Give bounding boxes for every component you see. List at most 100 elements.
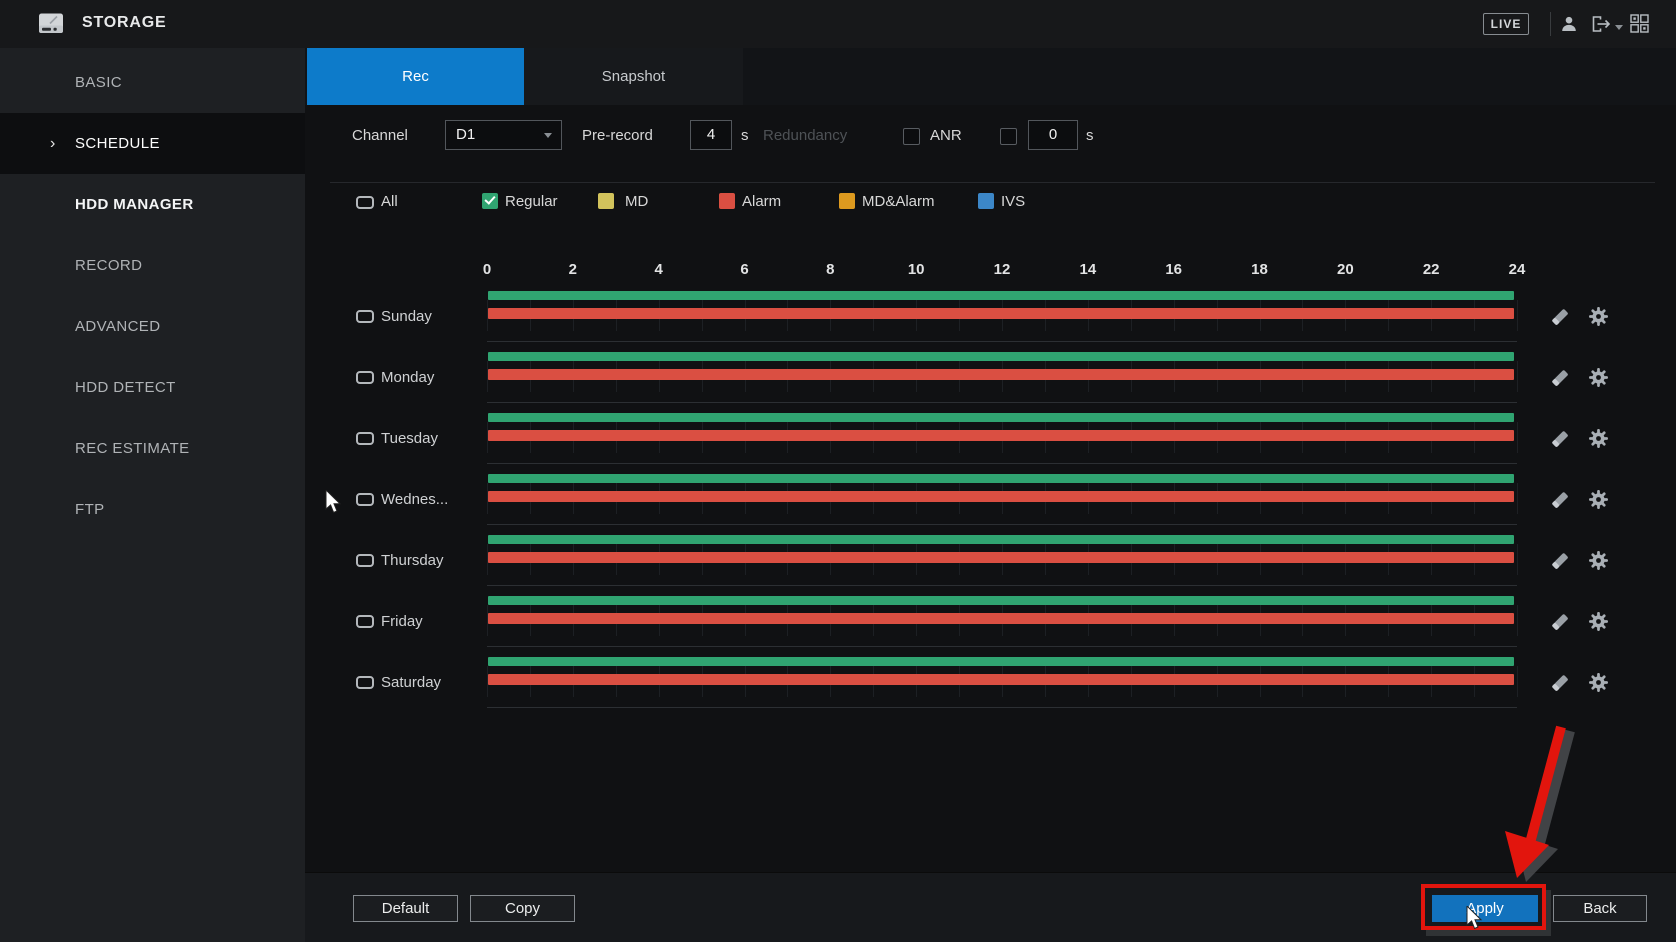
anr-label: ANR — [930, 127, 962, 144]
view-layout-icon[interactable] — [1630, 14, 1649, 38]
day-checkbox-thursday[interactable] — [356, 554, 374, 567]
axis-tick-label: 10 — [898, 261, 934, 278]
sidebar-item-label: RECORD — [75, 257, 142, 274]
row-baseline — [487, 402, 1517, 403]
channel-label: Channel — [352, 127, 408, 144]
anr-time-input[interactable]: 0 — [1028, 120, 1078, 150]
day-label: Monday — [381, 369, 434, 386]
axis-tick-label: 12 — [984, 261, 1020, 278]
sidebar-item-hdd-manager[interactable]: HDD MANAGER — [0, 174, 305, 235]
day-checkbox-friday[interactable] — [356, 615, 374, 628]
day-timeline[interactable] — [487, 594, 1517, 655]
schedule-bar-alarm[interactable] — [488, 369, 1514, 380]
prerecord-input[interactable]: 4 — [690, 120, 732, 150]
legend-swatch-ivs[interactable] — [978, 193, 994, 209]
schedule-bar-alarm[interactable] — [488, 308, 1514, 319]
gear-icon[interactable] — [1588, 611, 1609, 637]
day-checkbox-monday[interactable] — [356, 371, 374, 384]
logout-caret-icon[interactable] — [1615, 25, 1623, 30]
schedule-bar-alarm[interactable] — [488, 552, 1514, 563]
day-checkbox-saturday[interactable] — [356, 676, 374, 689]
sidebar-item-basic[interactable]: BASIC — [0, 52, 305, 113]
gear-icon[interactable] — [1588, 367, 1609, 393]
hdd-icon — [36, 10, 66, 42]
edit-pencil-icon[interactable] — [1548, 610, 1572, 639]
edit-pencil-icon[interactable] — [1548, 549, 1572, 578]
sidebar-item-label: BASIC — [75, 74, 122, 91]
day-timeline[interactable] — [487, 289, 1517, 350]
schedule-bar-regular[interactable] — [488, 413, 1514, 422]
gear-icon[interactable] — [1588, 489, 1609, 515]
redundancy-checkbox[interactable] — [903, 128, 920, 145]
axis-tick-label: 8 — [812, 261, 848, 278]
edit-pencil-icon[interactable] — [1548, 427, 1572, 456]
topbar: STORAGE LIVE — [0, 0, 1676, 49]
check-icon — [484, 193, 495, 204]
page-title: STORAGE — [82, 14, 166, 32]
chevron-down-icon — [544, 133, 552, 138]
day-timeline[interactable] — [487, 655, 1517, 716]
channel-select-value: D1 — [456, 126, 475, 143]
default-button[interactable]: Default — [353, 895, 458, 922]
schedule-bar-regular[interactable] — [488, 474, 1514, 483]
back-button[interactable]: Back — [1553, 895, 1647, 922]
schedule-bar-alarm[interactable] — [488, 430, 1514, 441]
schedule-bar-regular[interactable] — [488, 291, 1514, 300]
day-checkbox-wednes-[interactable] — [356, 493, 374, 506]
copy-button[interactable]: Copy — [470, 895, 575, 922]
axis-tick-label: 24 — [1499, 261, 1535, 278]
legend-label: MD — [625, 193, 648, 210]
schedule-bar-alarm[interactable] — [488, 674, 1514, 685]
edit-pencil-icon[interactable] — [1548, 305, 1572, 334]
sidebar-item-schedule[interactable]: ›SCHEDULE — [0, 113, 305, 174]
day-checkbox-tuesday[interactable] — [356, 432, 374, 445]
user-icon[interactable] — [1560, 15, 1578, 38]
legend-swatch-md-alarm[interactable] — [839, 193, 855, 209]
anr-checkbox[interactable] — [1000, 128, 1017, 145]
schedule-bar-regular[interactable] — [488, 352, 1514, 361]
legend-label: Regular — [505, 193, 558, 210]
gear-icon[interactable] — [1588, 428, 1609, 454]
row-baseline — [487, 585, 1517, 586]
row-baseline — [487, 463, 1517, 464]
gear-icon[interactable] — [1588, 306, 1609, 332]
gear-icon[interactable] — [1588, 550, 1609, 576]
row-baseline — [487, 646, 1517, 647]
axis-tick-label: 22 — [1413, 261, 1449, 278]
schedule-bar-alarm[interactable] — [488, 613, 1514, 624]
schedule-day-row: Monday — [0, 350, 1676, 411]
edit-pencil-icon[interactable] — [1548, 488, 1572, 517]
axis-tick-label: 2 — [555, 261, 591, 278]
schedule-bar-regular[interactable] — [488, 596, 1514, 605]
day-timeline[interactable] — [487, 350, 1517, 411]
schedule-bar-alarm[interactable] — [488, 491, 1514, 502]
edit-pencil-icon[interactable] — [1548, 366, 1572, 395]
day-timeline[interactable] — [487, 533, 1517, 594]
schedule-day-row: Sunday — [0, 289, 1676, 350]
schedule-bar-regular[interactable] — [488, 657, 1514, 666]
red-arrow-annotation — [1440, 700, 1640, 900]
schedule-bar-regular[interactable] — [488, 535, 1514, 544]
axis-tick-label: 4 — [641, 261, 677, 278]
legend-swatch-regular[interactable] — [482, 193, 498, 209]
legend-swatch-alarm[interactable] — [719, 193, 735, 209]
tab-snapshot[interactable]: Snapshot — [524, 48, 743, 105]
day-checkbox-sunday[interactable] — [356, 310, 374, 323]
day-label: Sunday — [381, 308, 432, 325]
edit-pencil-icon[interactable] — [1548, 671, 1572, 700]
gear-icon[interactable] — [1588, 672, 1609, 698]
axis-tick-label: 20 — [1327, 261, 1363, 278]
live-button[interactable]: LIVE — [1483, 13, 1529, 35]
schedule-day-row: Wednes... — [0, 472, 1676, 533]
section-divider — [330, 182, 1655, 183]
tab-rec[interactable]: Rec — [307, 48, 524, 105]
all-checkbox[interactable] — [356, 196, 374, 209]
topbar-divider — [1550, 12, 1551, 36]
sidebar-item-record[interactable]: RECORD — [0, 235, 305, 296]
day-timeline[interactable] — [487, 411, 1517, 472]
legend-swatch-md[interactable] — [598, 193, 614, 209]
hour-tick — [1517, 483, 1518, 514]
logout-icon[interactable] — [1591, 15, 1613, 38]
day-timeline[interactable] — [487, 472, 1517, 533]
channel-select[interactable]: D1 — [445, 120, 562, 150]
